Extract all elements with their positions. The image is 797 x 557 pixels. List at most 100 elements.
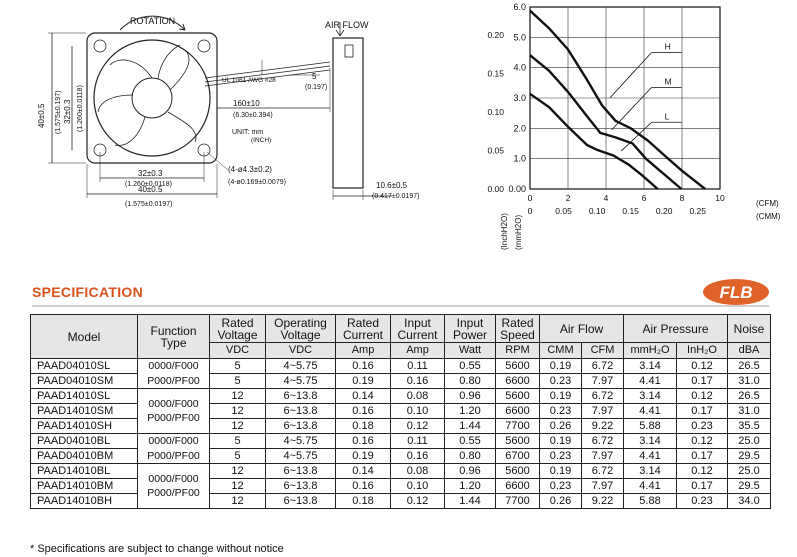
y-tick-inch: 0.10 <box>487 107 504 117</box>
rated-voltage-cell: 12 <box>209 493 266 509</box>
dim-mounting-holes-inch: (4-ø0.169±0.0079) <box>228 179 286 186</box>
inh2o-cell: 0.23 <box>676 418 728 434</box>
series-callout-line <box>611 87 652 131</box>
function-type-line: 0000/F000 <box>148 472 199 485</box>
y-tick-inch: 0.05 <box>487 145 504 155</box>
input-power-cell: 1.20 <box>444 478 496 494</box>
rated-voltage-cell: 5 <box>209 373 266 389</box>
series-line-l <box>529 92 659 190</box>
dim-lead-length: 160±10 <box>233 99 260 108</box>
cmm-cell: 0.23 <box>539 448 582 464</box>
input-power-cell: 0.80 <box>444 448 496 464</box>
mmh2o-cell: 4.41 <box>623 448 677 464</box>
wire-label: UL 1061 AWG #28 <box>222 77 276 84</box>
series-callout-line <box>609 52 652 99</box>
cmm-cell: 0.26 <box>539 493 582 509</box>
rated-speed-cell: 6700 <box>495 448 540 464</box>
input-power-cell: 0.80 <box>444 373 496 389</box>
mmh2o-cell: 3.14 <box>623 463 677 479</box>
mmh2o-cell: 3.14 <box>623 388 677 404</box>
cfm-cell: 7.97 <box>581 403 624 419</box>
cfm-cell: 6.72 <box>581 433 624 449</box>
dim-hole-horizontal-inch: (1.260±0.0118) <box>125 181 172 188</box>
dim-depth: 10.6±0.5 <box>376 181 408 190</box>
dim-lead-length-inch: (6.30±0.394) <box>233 112 273 119</box>
rated-current-cell: 0.14 <box>335 463 391 479</box>
input-current-cell: 0.11 <box>390 358 445 374</box>
input-power-cell: 0.55 <box>444 433 496 449</box>
model-cell: PAAD04010BL <box>30 433 138 449</box>
series-line-m <box>529 54 683 190</box>
rated-voltage-cell: 12 <box>209 388 266 404</box>
cmm-cell: 0.19 <box>539 463 582 479</box>
y-axis-label-inch: (InchH2O) <box>500 213 509 250</box>
function-type-cell: 0000/F000 P000/PF00 <box>137 463 210 509</box>
input-power-cell: 1.44 <box>444 418 496 434</box>
input-power-cell: 0.96 <box>444 463 496 479</box>
rated-speed-cell: 7700 <box>495 418 540 434</box>
model-cell: PAAD14010SM <box>30 403 138 419</box>
operating-voltage-cell: 6~13.8 <box>265 418 336 434</box>
model-cell: PAAD14010SL <box>30 388 138 404</box>
mmh2o-cell: 3.14 <box>623 358 677 374</box>
operating-voltage-cell: 6~13.8 <box>265 403 336 419</box>
input-current-cell: 0.10 <box>390 403 445 419</box>
chart-ticks: 0 2 4 6 8 10 0.00 1.0 2.0 3.0 4.0 5.0 6.0 0.00 0.05 0.1… <box>487 2 725 216</box>
cfm-cell: 9.22 <box>581 418 624 434</box>
mmh2o-cell: 4.41 <box>623 478 677 494</box>
mmh2o-cell: 5.88 <box>623 493 677 509</box>
flb-logo: FLB <box>703 279 769 305</box>
input-current-cell: 0.12 <box>390 493 445 509</box>
rated-current-cell: 0.19 <box>335 373 391 389</box>
title-divider <box>32 305 769 307</box>
cfm-cell: 7.97 <box>581 373 624 389</box>
rated-current-cell: 0.14 <box>335 388 391 404</box>
header-operating-voltage: Operating Voltage <box>265 314 336 343</box>
noise-cell: 26.5 <box>727 358 771 374</box>
input-current-cell: 0.12 <box>390 418 445 434</box>
function-type-line: 0000/F000 <box>148 397 199 410</box>
rated-speed-cell: 5600 <box>495 433 540 449</box>
dim-depth-inch: (0.417±0.0197) <box>372 193 419 200</box>
x-tick-cmm: 0.15 <box>622 206 639 216</box>
table-row: PAAD04010BL 0000/F000 P000/PF00 5 4~5.75 0.16… <box>30 433 771 464</box>
operating-voltage-cell: 6~13.8 <box>265 463 336 479</box>
noise-cell: 31.0 <box>727 403 771 419</box>
rated-voltage-cell: 12 <box>209 403 266 419</box>
function-type-line: 0000/F000 <box>148 435 199 448</box>
inh2o-cell: 0.12 <box>676 388 728 404</box>
table-row: PAAD14010BL 0000/F000 P000/PF00 12 6~13.8 0.1… <box>30 463 771 509</box>
operating-voltage-cell: 4~5.75 <box>265 448 336 464</box>
unit-cfm: CFM <box>581 342 624 359</box>
input-current-cell: 0.16 <box>390 448 445 464</box>
unit-rated-voltage: VDC <box>209 342 266 359</box>
header-rated-voltage: Rated Voltage <box>209 314 266 343</box>
x-tick-cfm: 8 <box>680 193 685 203</box>
function-type-line: P000/PF00 <box>147 487 200 499</box>
footnote: * Specifications are subject to change w… <box>30 543 284 555</box>
fan-front-view <box>86 15 331 164</box>
y-tick-inch: 0.15 <box>487 68 504 78</box>
operating-voltage-cell: 6~13.8 <box>265 388 336 404</box>
model-cell: PAAD14010BH <box>30 493 138 509</box>
table-row: PAAD14010BH 12 6~13.8 0.18 0.12 1.44 7700 0.26 9… <box>30 493 771 509</box>
mmh2o-cell: 4.41 <box>623 403 677 419</box>
header-noise: Noise <box>727 314 771 343</box>
model-cell: PAAD04010BM <box>30 448 138 464</box>
rated-current-cell: 0.16 <box>335 358 391 374</box>
header-rated-speed: Rated Speed <box>495 314 540 343</box>
rated-speed-cell: 5600 <box>495 358 540 374</box>
header-air-flow: Air Flow <box>539 314 624 343</box>
cfm-cell: 9.22 <box>581 493 624 509</box>
input-current-cell: 0.08 <box>390 463 445 479</box>
function-type-line: P000/PF00 <box>147 412 200 424</box>
mmh2o-cell: 4.41 <box>623 373 677 389</box>
input-current-cell: 0.11 <box>390 433 445 449</box>
x-tick-cfm: 6 <box>642 193 647 203</box>
cmm-cell: 0.19 <box>539 358 582 374</box>
table-row: PAAD14010BM 12 6~13.8 0.16 0.10 1.20 6600 0.23 7… <box>30 478 771 494</box>
unit-label-inch: (INCH) <box>251 137 271 144</box>
rated-speed-cell: 7700 <box>495 493 540 509</box>
noise-cell: 31.0 <box>727 373 771 389</box>
noise-cell: 35.5 <box>727 418 771 434</box>
